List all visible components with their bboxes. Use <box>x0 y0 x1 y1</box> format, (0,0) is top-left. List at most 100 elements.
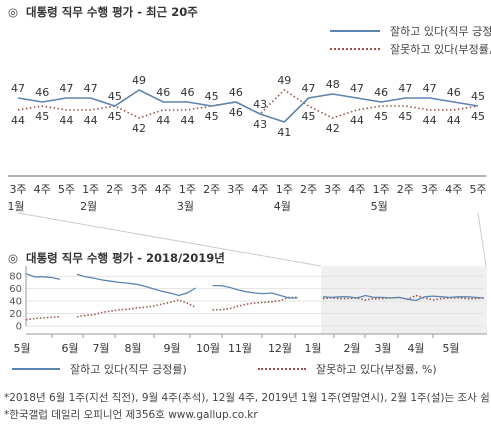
zoom-connector-right <box>477 212 487 267</box>
top-week-tick-label: 3주 <box>130 183 147 196</box>
footnote-source: *한국갤럽 데일리 오피니언 제356호 www.gallup.co.kr <box>4 409 258 421</box>
top-month-tick-label: 4월 <box>274 200 291 213</box>
bottom-y-tick-label: 60 <box>9 284 22 295</box>
bottom-month-tick-label: 5월 <box>13 342 30 355</box>
bottom-chart-title: ◎ 대통령 직무 수행 평가 - 2018/2019년 <box>8 250 225 266</box>
bottom-month-tick-label: 2월 <box>343 342 360 355</box>
legend-label-approve: 잘하고 있다(직무 긍정률) <box>390 25 491 38</box>
top-disapprove-data-label: 45 <box>205 110 219 123</box>
top-approve-data-label: 45 <box>205 90 219 103</box>
bottom-month-tick-label: 8월 <box>124 342 141 355</box>
bottom-month-tick-label: 12월 <box>268 342 292 355</box>
top-week-tick-label: 3주 <box>9 183 26 196</box>
bottom-y-tick-label: 20 <box>9 309 22 320</box>
top-week-tick-label: 2주 <box>397 183 414 196</box>
legend2-item-approve: 잘하고 있다(직무 긍정률) <box>12 361 187 377</box>
bottom-month-tick-label: 9월 <box>163 342 180 355</box>
top-week-tick-label: 1주 <box>179 183 196 196</box>
top-chart-legend: 잘하고 있다(직무 긍정률) 잘못하고 있다(부정률, %) <box>330 22 491 58</box>
top-approve-data-label: 48 <box>326 78 340 91</box>
top-week-tick-label: 4주 <box>348 183 365 196</box>
top-disapprove-data-label: 44 <box>447 114 461 127</box>
bottom-month-tick-label: 4월 <box>407 342 424 355</box>
top-chart-title: ◎ 대통령 직무 수행 평가 - 최근 20주 <box>8 4 198 20</box>
bottom-y-tick-label: 80 <box>9 272 22 283</box>
bottom-month-tick-label: 6월 <box>61 342 78 355</box>
top-week-tick-label: 1주 <box>276 183 293 196</box>
top-disapprove-data-label: 45 <box>35 110 49 123</box>
bottom-y-tick-label: 0 <box>16 322 22 333</box>
bottom-month-tick-label: 11월 <box>228 342 252 355</box>
top-disapprove-data-label: 44 <box>156 114 170 127</box>
top-approve-data-label: 46 <box>229 86 243 99</box>
legend-swatch-disapprove-icon <box>330 48 380 50</box>
bottom-month-tick-label: 10월 <box>196 342 220 355</box>
shaded-recent-period <box>321 266 487 334</box>
top-week-tick-label: 5주 <box>469 183 486 196</box>
footnote-survey-breaks: *2018년 6월 1주(지선 직전), 9월 4주(추석), 12월 4주, … <box>4 392 490 404</box>
top-approve-data-label: 47 <box>84 82 98 95</box>
top-disapprove-data-label: 44 <box>84 114 98 127</box>
bottom-series-approve-line <box>25 273 485 302</box>
top-approve-data-label: 46 <box>374 86 388 99</box>
bottom-month-tick-label: 5월 <box>442 342 459 355</box>
top-disapprove-data-label: 49 <box>277 74 291 87</box>
bullet-mark-icon: ◎ <box>8 251 19 265</box>
top-disapprove-data-label: 44 <box>11 114 25 127</box>
top-approve-data-label: 43 <box>253 98 267 111</box>
top-week-tick-label: 4주 <box>445 183 462 196</box>
legend2-label-approve: 잘하고 있다(직무 긍정률) <box>70 363 187 376</box>
bottom-y-tick-label: 40 <box>9 297 22 308</box>
top-week-tick-label: 3주 <box>227 183 244 196</box>
top-disapprove-data-label: 45 <box>302 110 316 123</box>
top-series-approve-line <box>17 89 479 123</box>
top-disapprove-data-label: 44 <box>59 114 73 127</box>
top-month-tick-label: 2월 <box>80 200 97 213</box>
top-approve-data-label: 41 <box>277 126 291 139</box>
top-disapprove-data-label: 45 <box>398 110 412 123</box>
top-approve-data-label: 45 <box>471 90 485 103</box>
top-disapprove-data-label: 42 <box>326 122 340 135</box>
top-disapprove-data-label: 42 <box>132 122 146 135</box>
top-week-tick-label: 2주 <box>300 183 317 196</box>
top-disapprove-data-label: 44 <box>180 114 194 127</box>
top-approve-data-label: 47 <box>11 82 25 95</box>
top-week-tick-label: 1주 <box>373 183 390 196</box>
zoom-connector-left <box>17 212 322 267</box>
top-approve-data-label: 46 <box>35 86 49 99</box>
top-month-tick-label: 3월 <box>177 200 194 213</box>
top-approve-data-label: 47 <box>59 82 73 95</box>
top-week-tick-label: 4주 <box>252 183 269 196</box>
top-disapprove-data-label: 45 <box>374 110 388 123</box>
top-approve-data-label: 45 <box>108 90 122 103</box>
bottom-month-tick-label: 3월 <box>374 342 391 355</box>
top-disapprove-data-label: 44 <box>423 114 437 127</box>
bottom-month-tick-label: 7월 <box>92 342 109 355</box>
bottom-month-tick-label: 1월 <box>304 342 321 355</box>
top-approve-data-label: 46 <box>156 86 170 99</box>
top-week-tick-label: 2주 <box>203 183 220 196</box>
bottom-series-disapprove-line <box>25 294 485 321</box>
top-approve-data-label: 47 <box>423 82 437 95</box>
top-week-tick-label: 5주 <box>58 183 75 196</box>
top-disapprove-data-label: 45 <box>471 110 485 123</box>
top-disapprove-data-label: 44 <box>350 114 364 127</box>
top-month-tick-label: 1월 <box>7 200 24 213</box>
top-week-tick-label: 3주 <box>421 183 438 196</box>
top-chart-title-text: 대통령 직무 수행 평가 - 최근 20주 <box>26 5 198 19</box>
top-week-tick-label: 4주 <box>34 183 51 196</box>
top-week-tick-label: 1주 <box>82 183 99 196</box>
legend-item-disapprove: 잘못하고 있다(부정률, %) <box>330 40 491 58</box>
legend-item-approve: 잘하고 있다(직무 긍정률) <box>330 22 491 40</box>
top-approve-data-label: 47 <box>350 82 364 95</box>
top-month-tick-label: 5월 <box>371 200 388 213</box>
top-week-tick-label: 3주 <box>324 183 341 196</box>
legend2-swatch-approve-icon <box>12 368 60 370</box>
top-week-tick-label: 2주 <box>106 183 123 196</box>
legend-label-disapprove: 잘못하고 있다(부정률, %) <box>390 43 491 56</box>
legend2-item-disapprove: 잘못하고 있다(부정률, %) <box>258 361 437 377</box>
top-approve-data-label: 46 <box>447 86 461 99</box>
top-approve-data-label: 47 <box>302 82 316 95</box>
top-week-tick-label: 4주 <box>155 183 172 196</box>
